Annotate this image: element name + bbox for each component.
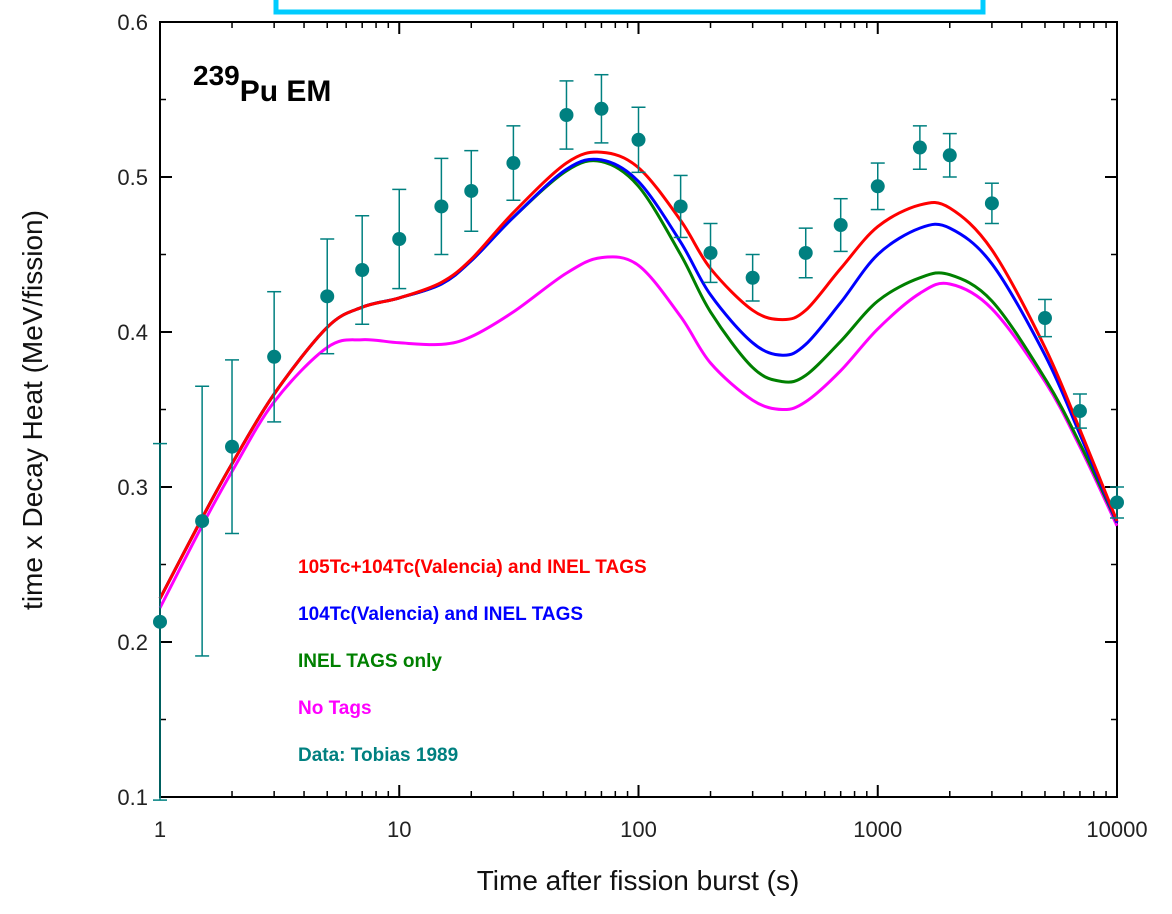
x-tick-labels: 1 10 100 1000 10000 [154, 817, 1148, 842]
x-tick-label: 1000 [853, 817, 902, 842]
x-tick-label: 10000 [1086, 817, 1147, 842]
data-point [594, 101, 609, 116]
data-point [870, 179, 885, 194]
title-isotope-number: 239 [193, 60, 240, 91]
data-point [1037, 311, 1052, 326]
x-tick-label: 1 [154, 817, 166, 842]
model-curves [158, 150, 1119, 609]
y-tick-label: 0.5 [117, 165, 148, 190]
data-point [153, 614, 167, 629]
data-point [1072, 404, 1087, 419]
data-point [559, 108, 574, 122]
y-tick-labels: 0.1 0.2 0.3 0.4 0.5 0.6 [117, 10, 148, 810]
data-point [631, 132, 646, 147]
series-no-tags-line [158, 255, 1119, 609]
data-point [833, 218, 848, 233]
legend-item-no-tags: No Tags [298, 698, 372, 719]
chart-title: 239Pu EM [193, 60, 331, 108]
x-tick-label: 100 [620, 817, 657, 842]
data-point [464, 183, 479, 198]
data-point [506, 156, 521, 171]
data-point [392, 232, 407, 246]
data-point [798, 245, 813, 260]
y-tick-label: 0.3 [117, 475, 148, 500]
y-tick-label: 0.4 [117, 320, 148, 345]
data-point [673, 199, 688, 214]
title-suffix: Pu EM [240, 75, 332, 108]
plot-area [153, 21, 1124, 801]
data-point [267, 349, 282, 364]
data-point [225, 439, 240, 454]
legend-item-104tc: 104Tc(Valencia) and INEL TAGS [298, 604, 583, 625]
y-tick-label: 0.2 [117, 630, 148, 655]
legend-item-data-tobias: Data: Tobias 1989 [298, 745, 458, 766]
legend-item-105tc-104tc: 105Tc+104Tc(Valencia) and INEL TAGS [298, 557, 647, 578]
y-tick-label: 0.1 [117, 785, 148, 810]
y-tick-label: 0.6 [117, 10, 148, 35]
legend: 105Tc+104Tc(Valencia) and INEL TAGS 104T… [298, 557, 647, 766]
data-point [942, 148, 957, 163]
data-point [195, 514, 210, 529]
major-ticks [159, 21, 1118, 798]
y-axis-title: time x Decay Heat (MeV/fission) [17, 210, 48, 610]
data-point [984, 196, 999, 211]
series-105tc-104tc-line [158, 150, 1119, 600]
header-box [273, 0, 986, 15]
x-axis-title: Time after fission burst (s) [477, 865, 800, 896]
data-point [355, 263, 370, 277]
data-point [703, 245, 718, 260]
data-point [320, 289, 335, 304]
data-point [434, 199, 449, 214]
minor-ticks [160, 22, 1117, 797]
legend-item-inel-tags-only: INEL TAGS only [298, 651, 442, 672]
data-point [912, 140, 927, 155]
data-points [153, 73, 1124, 801]
data-point [1110, 495, 1124, 510]
data-point [745, 270, 760, 285]
x-tick-label: 10 [387, 817, 411, 842]
